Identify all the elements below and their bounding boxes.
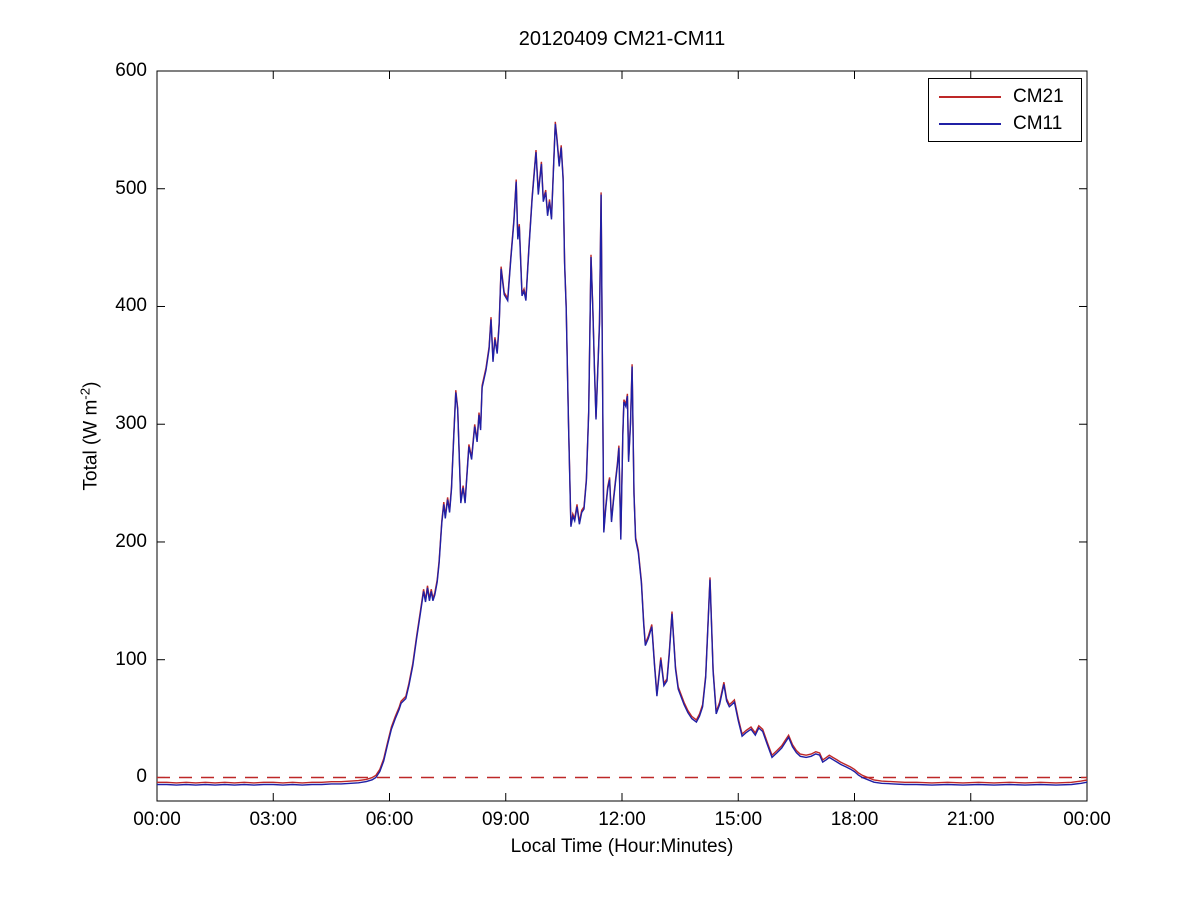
y-axis-label: Total (W m-2): [77, 382, 102, 491]
series-cm11-line: [157, 123, 1088, 786]
y-tick-label: 500: [115, 177, 147, 199]
x-tick-label: 06:00: [365, 809, 414, 830]
x-axis-label: Local Time (Hour:Minutes): [510, 836, 734, 857]
x-tick-label: 18:00: [830, 809, 879, 830]
x-tick-label: 00:00: [1063, 809, 1111, 830]
y-tick-label: 200: [115, 530, 147, 552]
y-tick-label: 400: [115, 295, 147, 317]
y-tick-label: 0: [136, 766, 147, 788]
x-tick-label: 00:00: [133, 809, 181, 830]
x-tick-label: 15:00: [714, 809, 763, 830]
y-axis-label-suffix: ): [80, 381, 102, 388]
legend-line-sample-blue: [939, 122, 1001, 125]
legend-entry-cm21: CM21: [929, 83, 1081, 110]
legend-line-sample-red: [939, 95, 1001, 98]
x-tick-label: 09:00: [481, 809, 530, 830]
x-tick-label: 21:00: [946, 809, 995, 830]
y-axis-label-superscript: -2: [77, 387, 93, 400]
x-tick-label: 03:00: [249, 809, 298, 830]
y-tick-label: 300: [115, 413, 147, 435]
x-tick-label: 12:00: [598, 809, 646, 830]
y-tick-label: 100: [115, 648, 147, 670]
legend-label-cm11: CM11: [1013, 113, 1063, 134]
legend: CM21 CM11: [928, 78, 1082, 142]
y-tick-label: 600: [115, 60, 147, 81]
legend-entry-cm11: CM11: [929, 110, 1081, 137]
legend-label-cm21: CM21: [1013, 86, 1064, 107]
chart-title: 20120409 CM21-CM11: [518, 28, 726, 50]
axes-box: [156, 70, 1088, 802]
